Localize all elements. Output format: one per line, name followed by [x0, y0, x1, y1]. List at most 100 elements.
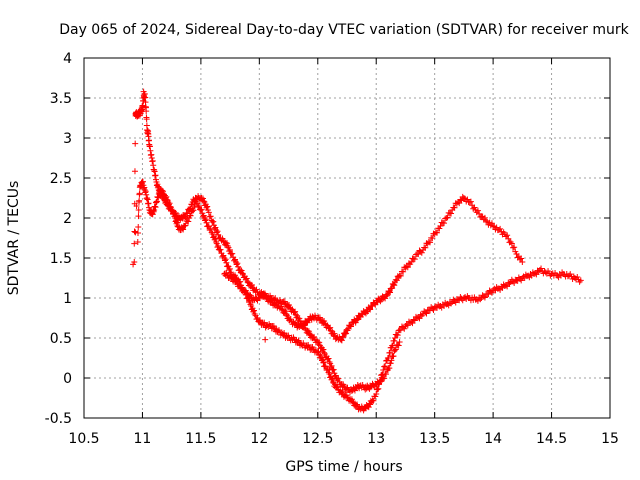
- data-point: [451, 204, 458, 211]
- data-point: [375, 385, 382, 392]
- data-point: [577, 277, 584, 284]
- data-point: [131, 240, 138, 247]
- data-point: [200, 212, 207, 219]
- data-point: [131, 168, 138, 175]
- data-point: [448, 210, 455, 217]
- data-point: [287, 316, 294, 323]
- data-point: [221, 239, 228, 245]
- data-point: [232, 256, 239, 263]
- data-point: [282, 308, 289, 315]
- data-point: [367, 306, 374, 313]
- data-point: [196, 202, 203, 209]
- data-point: [393, 277, 400, 284]
- data-point: [338, 337, 345, 344]
- data-point: [483, 217, 490, 224]
- data-point: [511, 244, 518, 251]
- x-tick-label: 15: [601, 431, 619, 447]
- data-point: [343, 330, 350, 337]
- data-point: [518, 255, 525, 262]
- data-point: [372, 393, 379, 400]
- data-point: [167, 203, 174, 210]
- data-point: [219, 235, 226, 242]
- data-point: [253, 286, 260, 293]
- data-point: [391, 335, 398, 341]
- data-point: [223, 259, 230, 266]
- data-point: [392, 346, 399, 353]
- data-point: [395, 342, 402, 349]
- data-point: [394, 332, 401, 339]
- y-tick-labels: -0.5 0 0.5 1 1.5 2 2.5 3 3.5 4: [45, 51, 72, 427]
- data-point: [400, 268, 407, 275]
- plot-frame: [83, 57, 611, 419]
- data-point: [422, 244, 429, 251]
- data-point: [187, 212, 194, 219]
- data-point: [391, 347, 398, 353]
- data-point: [296, 315, 303, 322]
- y-tick-label: -0.5: [45, 411, 72, 427]
- x-tick-label: 10.5: [68, 431, 99, 447]
- data-point: [321, 349, 328, 356]
- data-point: [474, 207, 481, 214]
- x-tick-label: 14: [484, 431, 502, 447]
- data-point: [303, 327, 310, 333]
- data-point: [437, 223, 444, 229]
- data-point: [387, 349, 394, 356]
- data-point: [330, 380, 337, 387]
- data-point: [385, 354, 392, 361]
- data-point: [387, 360, 394, 367]
- data-point: [367, 401, 374, 408]
- data-point: [316, 351, 323, 358]
- data-point: [391, 282, 398, 289]
- data-point: [390, 353, 397, 360]
- data-point: [310, 346, 317, 353]
- data-point: [207, 225, 214, 232]
- data-point: [229, 250, 236, 257]
- data-point: [508, 240, 515, 247]
- data-point: [247, 292, 254, 299]
- data-point: [311, 333, 318, 340]
- data-point: [292, 311, 299, 318]
- data-point: [320, 359, 327, 365]
- data-point: [325, 355, 332, 362]
- data-point: [305, 328, 312, 335]
- data-point: [237, 266, 244, 273]
- data-point: [204, 203, 211, 210]
- data-point: [350, 399, 357, 406]
- data-point: [320, 346, 327, 353]
- data-point: [248, 281, 255, 288]
- y-tick-label: 1: [63, 291, 72, 307]
- data-point: [135, 207, 142, 213]
- data-point: [242, 287, 249, 294]
- data-point: [397, 272, 404, 279]
- data-point: [202, 216, 209, 223]
- data-point: [279, 307, 286, 313]
- data-points: [130, 88, 584, 414]
- data-point: [576, 278, 583, 285]
- data-point: [237, 282, 244, 289]
- data-point: [238, 267, 245, 274]
- x-tick-labels: 10.5 11 11.5 12 12.5 13 13.5 14 14.5 15: [68, 431, 619, 447]
- data-point: [166, 200, 173, 207]
- x-tick-label: 11: [134, 431, 152, 447]
- data-point: [224, 240, 231, 247]
- data-point: [234, 260, 241, 267]
- data-point: [387, 289, 394, 296]
- data-point: [301, 322, 308, 329]
- data-point: [222, 239, 229, 246]
- data-point: [304, 327, 311, 334]
- data-point: [327, 327, 334, 334]
- data-point: [190, 207, 197, 214]
- data-point: [519, 259, 526, 265]
- data-point: [481, 294, 488, 301]
- data-point: [182, 222, 189, 229]
- data-point: [488, 289, 495, 296]
- data-point: [271, 296, 278, 303]
- data-point: [235, 263, 242, 270]
- data-point: [490, 223, 497, 229]
- y-tick-label: 3.5: [50, 91, 72, 107]
- data-point: [132, 140, 139, 147]
- data-point: [201, 215, 208, 221]
- data-point: [488, 220, 495, 227]
- data-point: [281, 307, 288, 314]
